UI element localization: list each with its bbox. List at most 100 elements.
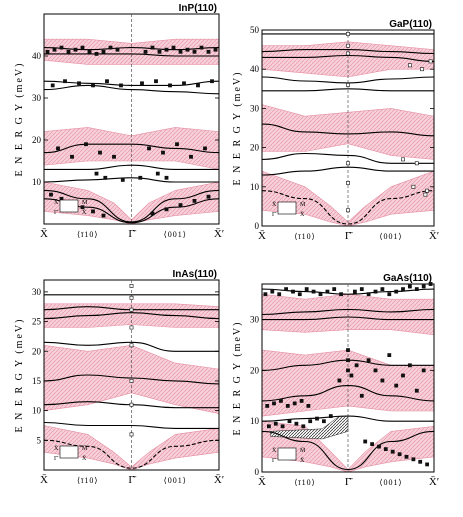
inas-title: InAs(110) (173, 269, 217, 280)
gap-xtick-label: X̄′ (429, 230, 439, 242)
inp-xtick-label: X̄′ (214, 228, 224, 240)
gaas-data-point (321, 419, 326, 424)
inp-series-3 (43, 84, 220, 95)
inp-data-point (189, 154, 193, 159)
gap-ytick-label: 40 (250, 64, 260, 74)
gaas-data-point (428, 282, 433, 286)
gap-ytick-label: 50 (250, 25, 260, 35)
gaas-series-2 (262, 316, 434, 321)
inp-band-1 (43, 127, 220, 170)
gaas-bz-legend-label: Γ̄ (272, 458, 276, 464)
inp-data-point (206, 49, 211, 54)
inp-data-point (105, 79, 109, 84)
inas-xtick-label: X̄′ (214, 474, 224, 486)
inp-data-point (101, 49, 106, 54)
inp-data-point (196, 83, 200, 88)
inp-data-point (164, 207, 169, 212)
gaas-data-point (308, 419, 313, 424)
gaas-data-point (370, 442, 375, 447)
inp-data-point (138, 175, 143, 180)
inas-ytick-label: 5 (37, 435, 42, 445)
gap-data-point (420, 67, 424, 72)
gaas-data-point (380, 378, 385, 383)
gap-data-point (346, 51, 350, 56)
gaas-xtick-label: ⟨001⟩ (379, 478, 402, 487)
gaas-data-point (421, 368, 426, 373)
inp-data-point (182, 81, 186, 86)
inas-bz-legend-label: X̄ (54, 445, 59, 452)
inp-data-point (185, 47, 190, 52)
inp-data-point (178, 203, 183, 208)
gaas-data-point (401, 373, 405, 378)
gaas-data-point (359, 287, 364, 292)
gap-data-point (425, 188, 430, 193)
inp-title: InP(110) (179, 3, 217, 14)
inp-data-point (199, 45, 204, 50)
gaas-data-point (294, 421, 299, 426)
inas-data-point (129, 378, 134, 383)
gaas-data-point (373, 368, 378, 373)
gap-data-point (423, 192, 428, 197)
gaas-data-point (265, 403, 270, 408)
inp-data-point (192, 49, 197, 54)
inas-series-4 (43, 374, 220, 385)
gaas-data-point (278, 398, 283, 403)
gaas-data-point (306, 403, 311, 408)
inp-data-point (94, 51, 99, 56)
gaas-data-point (407, 284, 412, 289)
inp-data-point (178, 49, 183, 54)
gap-data-point (346, 181, 350, 185)
gap-data-point (411, 184, 416, 189)
inas-data-point (129, 325, 134, 330)
inp-data-point (66, 49, 71, 54)
inp-data-point (94, 171, 99, 176)
gap-xtick-label: X̄ (258, 230, 266, 242)
gap-xtick-label: ⟨001⟩ (379, 232, 402, 241)
inas-bz-legend-label: X̄ (82, 455, 87, 462)
gaas-data-point (394, 383, 399, 388)
gaas-resonance-band (270, 415, 349, 440)
gap-data-point (346, 208, 350, 213)
gaas-data-point (297, 292, 302, 297)
inas-ytick-label: 10 (32, 406, 42, 416)
panel-gap: 0 10 20 30 40 50 E N E R G Y (meV) GaP(110) X̄ ⟨ī… (232, 19, 439, 242)
gaas-data-point (425, 462, 430, 467)
inp-data-point (91, 209, 95, 214)
inp-data-point (164, 47, 169, 52)
inp-data-point (157, 49, 162, 54)
inp-series-5 (44, 164, 219, 170)
gap-ytick-label: 30 (250, 103, 260, 113)
gaas-data-point (380, 287, 385, 292)
gaas-data-point (421, 284, 426, 289)
gaas-data-point (304, 287, 309, 292)
gap-series-4 (262, 88, 434, 92)
inas-xtick-label: Γ̄ (128, 474, 136, 486)
gaas-series-6 (261, 430, 435, 471)
gaas-data-point (414, 287, 419, 292)
gap-xtick-label: ⟨ī10⟩ (294, 232, 315, 241)
gaas-data-point (315, 416, 319, 421)
gap-xtick-label: Γ̄ (345, 230, 353, 242)
inp-data-point (87, 49, 92, 54)
gaas-data-point (299, 398, 304, 403)
inas-data-point (129, 343, 134, 348)
gaas-data-point (337, 378, 342, 383)
inp-xtick-label: ⟨ī10⟩ (77, 230, 98, 239)
gaas-data-point (366, 358, 371, 363)
inp-bz-legend-label: X̄ (54, 199, 59, 206)
gaas-data-point (263, 292, 268, 297)
gaas-data-point (390, 449, 395, 454)
inp-data-point (150, 45, 155, 50)
inp-data-point (192, 199, 197, 203)
gap-series-3 (261, 76, 435, 84)
inp-data-point (147, 146, 151, 151)
inas-ytick-label: 15 (32, 376, 42, 386)
inp-bz-legend-label: M̄ (82, 199, 88, 206)
gap-data-point (346, 161, 350, 166)
inp-xtick-label: ⟨001⟩ (164, 230, 187, 239)
gaas-data-point (346, 368, 350, 373)
inp-data-point (45, 49, 50, 54)
inas-data-point (129, 307, 134, 312)
gaas-data-point (270, 289, 275, 294)
inp-data-point (175, 142, 179, 147)
